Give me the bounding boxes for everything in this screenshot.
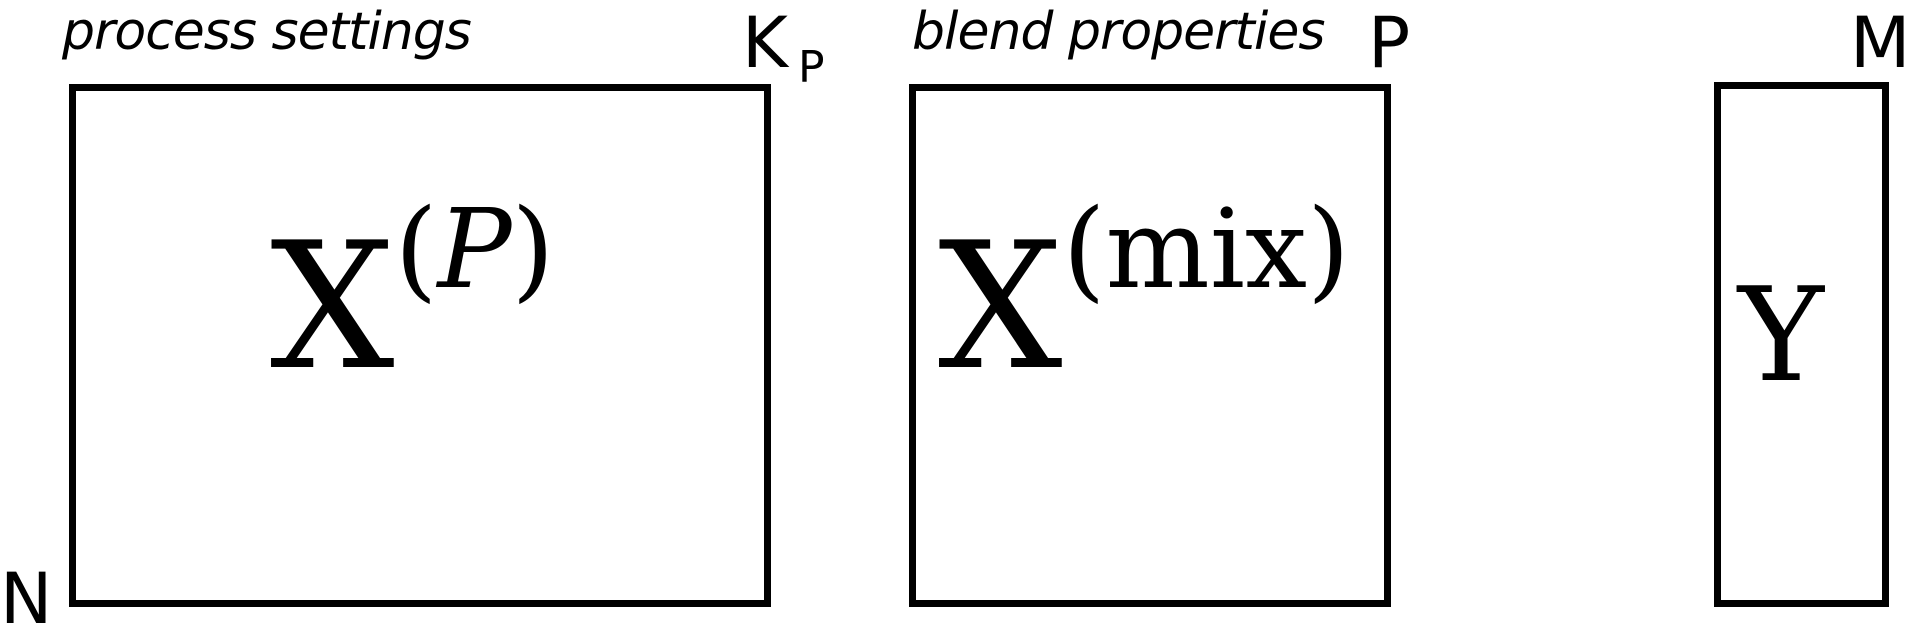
matrix-label-x-mix: X(mix) [938,194,1350,395]
matrix-box-process [69,84,771,607]
superscript-text: P [437,185,512,313]
matrix-symbol: X [938,206,1063,409]
superscript-text: mix [1105,185,1308,313]
matrix-superscript: (mix) [1063,185,1350,313]
matrix-label-x-p: X(P) [270,194,554,395]
column-dimension-k-subscript: P [798,42,825,93]
row-dimension-n: N [0,558,53,640]
column-dimension-k: K [742,2,788,84]
column-dimension-p: P [1368,2,1411,84]
column-dimension-m: M [1850,2,1911,84]
matrix-box-y [1714,82,1889,607]
paren-close: ) [511,185,555,313]
caption-blend-properties: blend properties [912,2,1325,62]
matrix-label-y: Y [1738,270,1824,400]
caption-process-settings: process settings [62,2,472,62]
paren-open: ( [1062,185,1106,313]
matrix-symbol: X [270,206,395,409]
matrix-symbol: Y [1738,259,1824,411]
matrix-superscript: (P) [395,185,555,313]
paren-close: ) [1307,185,1350,313]
paren-open: ( [394,185,438,313]
matrix-box-mix [909,84,1391,607]
